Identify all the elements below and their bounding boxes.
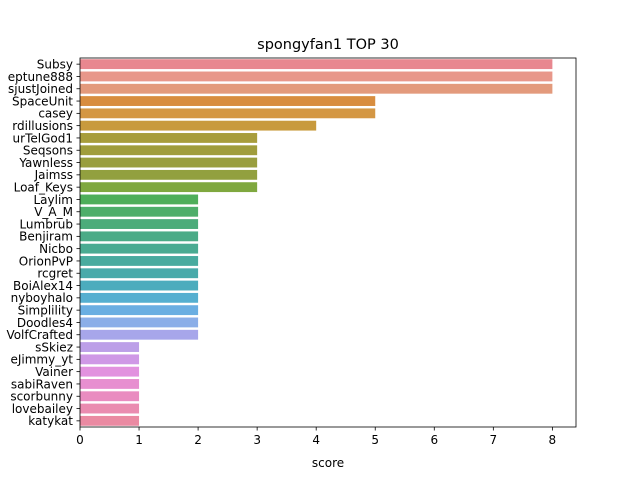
bar-21 <box>80 317 199 328</box>
bar-26 <box>80 379 140 389</box>
bar-1 <box>80 71 553 82</box>
category-label-5: rdillusions <box>12 119 73 133</box>
bar-20 <box>80 305 199 316</box>
category-label-13: Lumbrub <box>19 217 73 231</box>
category-label-19: nyboyhalo <box>11 291 73 305</box>
category-label-29: katykat <box>28 414 73 428</box>
category-label-8: Yawnless <box>18 156 73 170</box>
x-tick-label-6: 6 <box>430 433 438 447</box>
category-label-1: eptune888 <box>8 70 73 84</box>
category-label-27: scorbunny <box>10 390 73 404</box>
bar-7 <box>80 145 258 156</box>
bar-14 <box>80 231 199 242</box>
x-axis-label: score <box>312 456 344 470</box>
category-label-9: Jaimss <box>34 168 73 182</box>
bar-15 <box>80 243 199 254</box>
category-label-6: urTelGod1 <box>13 131 73 145</box>
category-label-26: sabiRaven <box>11 377 73 391</box>
category-label-11: Laylim <box>34 193 74 207</box>
category-label-18: BoiAlex14 <box>13 279 73 293</box>
bar-11 <box>80 194 199 205</box>
chart-title: spongyfan1 TOP 30 <box>257 37 399 53</box>
category-label-21: Doodles4 <box>17 316 73 330</box>
x-tick-label-1: 1 <box>135 433 143 447</box>
bar-2 <box>80 83 553 94</box>
x-tick-label-5: 5 <box>371 433 379 447</box>
bar-17 <box>80 268 199 279</box>
category-label-10: Loaf_Keys <box>14 180 73 194</box>
bar-4 <box>80 108 376 119</box>
plot-frame <box>79 57 577 428</box>
category-label-24: eJimmy_yt <box>10 353 73 367</box>
x-ticks: 0 1 2 3 4 5 6 7 8 <box>76 427 556 447</box>
bar-8 <box>80 157 258 168</box>
category-label-14: Benjiram <box>19 230 73 244</box>
bar-24 <box>80 354 140 365</box>
bar-6 <box>80 133 258 143</box>
bar-10 <box>80 182 258 193</box>
category-label-4: casey <box>38 107 73 121</box>
category-label-22: VolfCrafted <box>6 328 73 342</box>
bar-28 <box>80 403 140 414</box>
category-label-17: rcgret <box>37 267 73 281</box>
category-label-2: sjustJoined <box>8 82 73 96</box>
bar-19 <box>80 292 199 303</box>
category-label-15: Nicbo <box>39 242 73 256</box>
bar-22 <box>80 329 199 340</box>
category-label-3: SpaceUnit <box>12 94 73 108</box>
category-label-23: sSkiez <box>35 340 73 354</box>
x-tick-label-7: 7 <box>490 433 498 447</box>
category-label-25: Vainer <box>35 365 73 379</box>
bar-12 <box>80 206 199 217</box>
bar-0 <box>80 59 553 70</box>
bars-group <box>80 59 553 426</box>
bar-13 <box>80 219 199 229</box>
category-labels: Subsyeptune888sjustJoinedSpaceUnitcaseyr… <box>6 57 80 428</box>
bar-29 <box>80 415 140 426</box>
x-tick-label-2: 2 <box>194 433 202 447</box>
category-label-28: lovebailey <box>12 402 73 416</box>
category-label-16: OrionPvP <box>19 254 73 268</box>
category-label-20: Simplility <box>18 303 73 317</box>
bar-27 <box>80 391 140 402</box>
bar-16 <box>80 256 199 266</box>
x-tick-label-8: 8 <box>549 433 557 447</box>
x-tick-label-3: 3 <box>253 433 261 447</box>
category-label-12: V_A_M <box>34 205 73 219</box>
bar-18 <box>80 280 199 291</box>
category-label-0: Subsy <box>37 57 73 71</box>
bar-3 <box>80 96 376 106</box>
bar-9 <box>80 169 258 180</box>
category-label-7: Seqsons <box>23 144 73 158</box>
x-tick-label-4: 4 <box>312 433 320 447</box>
x-tick-label-0: 0 <box>76 433 84 447</box>
bar-23 <box>80 342 140 352</box>
bar-5 <box>80 120 317 131</box>
bar-25 <box>80 366 140 377</box>
